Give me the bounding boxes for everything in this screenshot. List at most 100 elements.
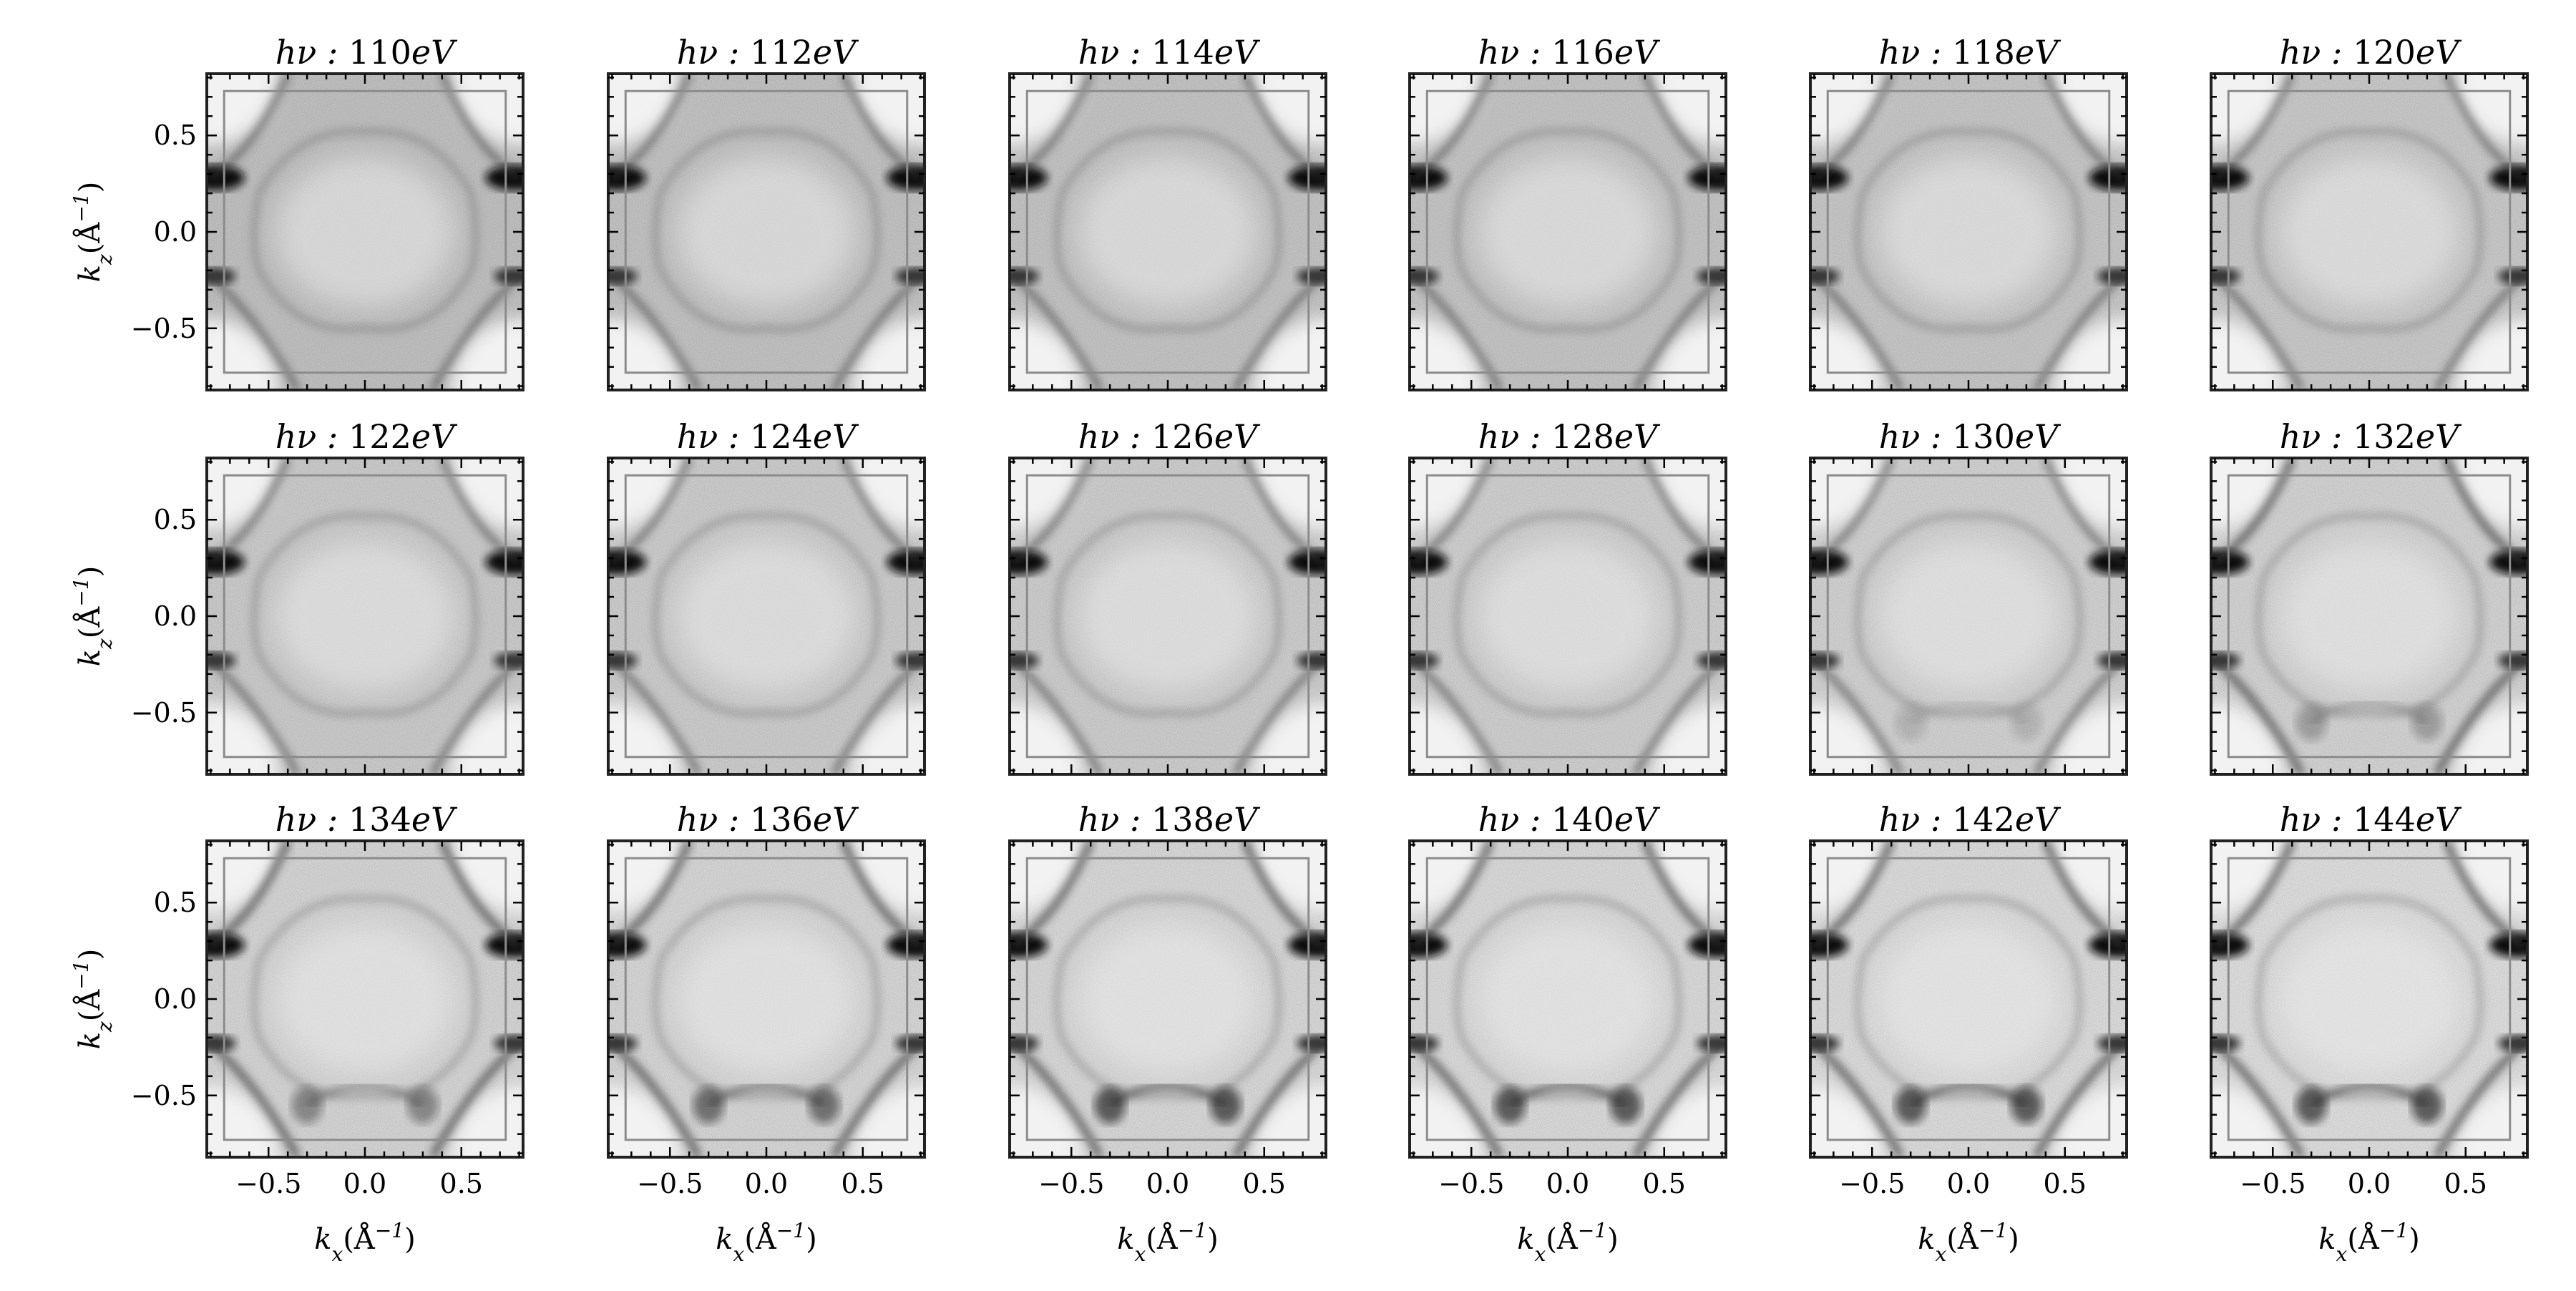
panel-136ev: hν : 136eV −0.5 0.0 0.5 kx(Å−1) bbox=[607, 800, 926, 1266]
reference-box bbox=[624, 474, 909, 759]
y-axis-label: kz(Å−1) bbox=[69, 182, 117, 282]
panel-140ev: hν : 140eV −0.5 0.0 0.5 kx(Å−1) bbox=[1408, 800, 1727, 1266]
center-pocket bbox=[2280, 157, 2459, 307]
x-tick-label: −0.5 bbox=[1839, 1168, 1905, 1199]
title-prefix: hν : bbox=[2280, 800, 2353, 839]
panel-title: hν : 134eV bbox=[275, 800, 458, 839]
intensity-map bbox=[1410, 458, 1726, 774]
x-tick-label: −0.5 bbox=[1038, 1168, 1104, 1199]
title-unit: eV bbox=[1214, 417, 1261, 456]
panel-title: hν : 112eV bbox=[677, 33, 859, 72]
reference-box bbox=[2227, 474, 2512, 759]
y-tick-label: 0.5 bbox=[154, 887, 197, 918]
band-contour-inner bbox=[653, 896, 879, 1098]
panel-title: hν : 124eV bbox=[677, 417, 859, 456]
bottom-arc bbox=[1508, 1082, 1628, 1109]
panel-title: hν : 128eV bbox=[1478, 417, 1661, 456]
title-energy: 120 bbox=[2353, 33, 2416, 72]
reference-box bbox=[223, 89, 507, 374]
center-pocket bbox=[677, 924, 856, 1074]
intensity-map bbox=[608, 458, 924, 774]
title-prefix: hν : bbox=[275, 417, 348, 456]
title-unit: eV bbox=[813, 417, 859, 456]
bottom-arc bbox=[1908, 699, 2029, 726]
panel-128ev: hν : 128eV bbox=[1408, 417, 1727, 776]
band-contour-inner bbox=[1455, 129, 1681, 331]
bottom-arc bbox=[305, 1082, 425, 1109]
panel-142ev: hν : 142eV −0.5 0.0 0.5 kx(Å−1) bbox=[1809, 800, 2128, 1266]
center-pocket bbox=[1879, 157, 2058, 307]
intensity-map bbox=[1410, 841, 1726, 1157]
panel-110ev: hν : 110eV 0.5 0.0 −0.5 kz(Å−1) bbox=[69, 33, 525, 391]
y-tick-label: −0.5 bbox=[131, 1080, 197, 1111]
band-contour-inner bbox=[252, 513, 478, 716]
panel-title: hν : 116eV bbox=[1478, 33, 1661, 72]
bottom-arc bbox=[1908, 1082, 2029, 1109]
panel-138ev: hν : 138eV −0.5 0.0 0.5 kx(Å−1) bbox=[1008, 800, 1327, 1266]
panel-title: hν : 132eV bbox=[2280, 417, 2462, 456]
intensity-map bbox=[1810, 841, 2127, 1157]
title-unit: eV bbox=[813, 800, 859, 839]
x-axis-label: kx(Å−1) bbox=[1918, 1219, 2019, 1266]
panel-title: hν : 138eV bbox=[1078, 800, 1261, 839]
title-prefix: hν : bbox=[677, 417, 750, 456]
center-pocket bbox=[1478, 541, 1657, 691]
x-tick-label: −0.5 bbox=[2240, 1168, 2306, 1199]
reference-box bbox=[1826, 474, 2111, 759]
center-pocket bbox=[275, 541, 454, 691]
panel-132ev: hν : 132eV bbox=[2210, 417, 2529, 776]
reference-box bbox=[1025, 857, 1310, 1141]
center-pocket bbox=[677, 541, 856, 691]
x-axis-label: kx(Å−1) bbox=[1517, 1219, 1618, 1266]
reference-box bbox=[2227, 89, 2512, 374]
x-tick-label: 0.5 bbox=[2044, 1168, 2087, 1199]
panel-114ev: hν : 114eV bbox=[1008, 33, 1327, 391]
title-prefix: hν : bbox=[1078, 33, 1151, 72]
reference-box bbox=[1425, 857, 1710, 1141]
intensity-map bbox=[608, 841, 924, 1157]
band-contour-inner bbox=[1055, 129, 1281, 331]
bottom-arc bbox=[706, 1082, 826, 1109]
title-prefix: hν : bbox=[677, 800, 750, 839]
intensity-map bbox=[1410, 74, 1726, 390]
band-contour-inner bbox=[1055, 513, 1281, 716]
reference-box bbox=[223, 474, 507, 759]
intensity-map bbox=[1010, 458, 1326, 774]
title-prefix: hν : bbox=[275, 33, 348, 72]
band-contour-inner bbox=[1855, 129, 2082, 331]
title-prefix: hν : bbox=[1478, 800, 1551, 839]
bottom-arc bbox=[2309, 699, 2429, 726]
title-unit: eV bbox=[1614, 33, 1661, 72]
x-tick-label: 0.0 bbox=[343, 1168, 386, 1199]
reference-box bbox=[1025, 474, 1310, 759]
panel-title: hν : 110eV bbox=[275, 33, 458, 72]
intensity-map bbox=[207, 458, 523, 774]
panel-title: hν : 114eV bbox=[1078, 33, 1261, 72]
panel-144ev: hν : 144eV −0.5 0.0 0.5 kx(Å−1) bbox=[2210, 800, 2529, 1266]
y-tick-label: 0.0 bbox=[154, 216, 197, 248]
x-tick-label: 0.0 bbox=[1947, 1168, 1990, 1199]
band-contour-inner bbox=[1455, 896, 1681, 1098]
band-contour-inner bbox=[1855, 896, 2082, 1098]
title-energy: 130 bbox=[1952, 417, 2015, 456]
title-unit: eV bbox=[411, 417, 458, 456]
title-prefix: hν : bbox=[1078, 800, 1151, 839]
title-prefix: hν : bbox=[1478, 33, 1551, 72]
reference-box bbox=[1425, 474, 1710, 759]
panel-title: hν : 120eV bbox=[2280, 33, 2462, 72]
reference-box bbox=[1425, 89, 1710, 374]
title-unit: eV bbox=[411, 33, 458, 72]
title-prefix: hν : bbox=[1879, 33, 1952, 72]
title-unit: eV bbox=[2015, 417, 2062, 456]
reference-box bbox=[624, 89, 909, 374]
title-energy: 140 bbox=[1551, 800, 1614, 839]
y-tick-label: 0.5 bbox=[154, 120, 197, 151]
center-pocket bbox=[1478, 924, 1657, 1074]
title-unit: eV bbox=[2416, 33, 2462, 72]
x-tick-label: 0.5 bbox=[1243, 1168, 1286, 1199]
title-unit: eV bbox=[813, 33, 859, 72]
y-tick-label: 0.0 bbox=[154, 600, 197, 632]
title-energy: 110 bbox=[348, 33, 411, 72]
band-contour-inner bbox=[653, 513, 879, 716]
